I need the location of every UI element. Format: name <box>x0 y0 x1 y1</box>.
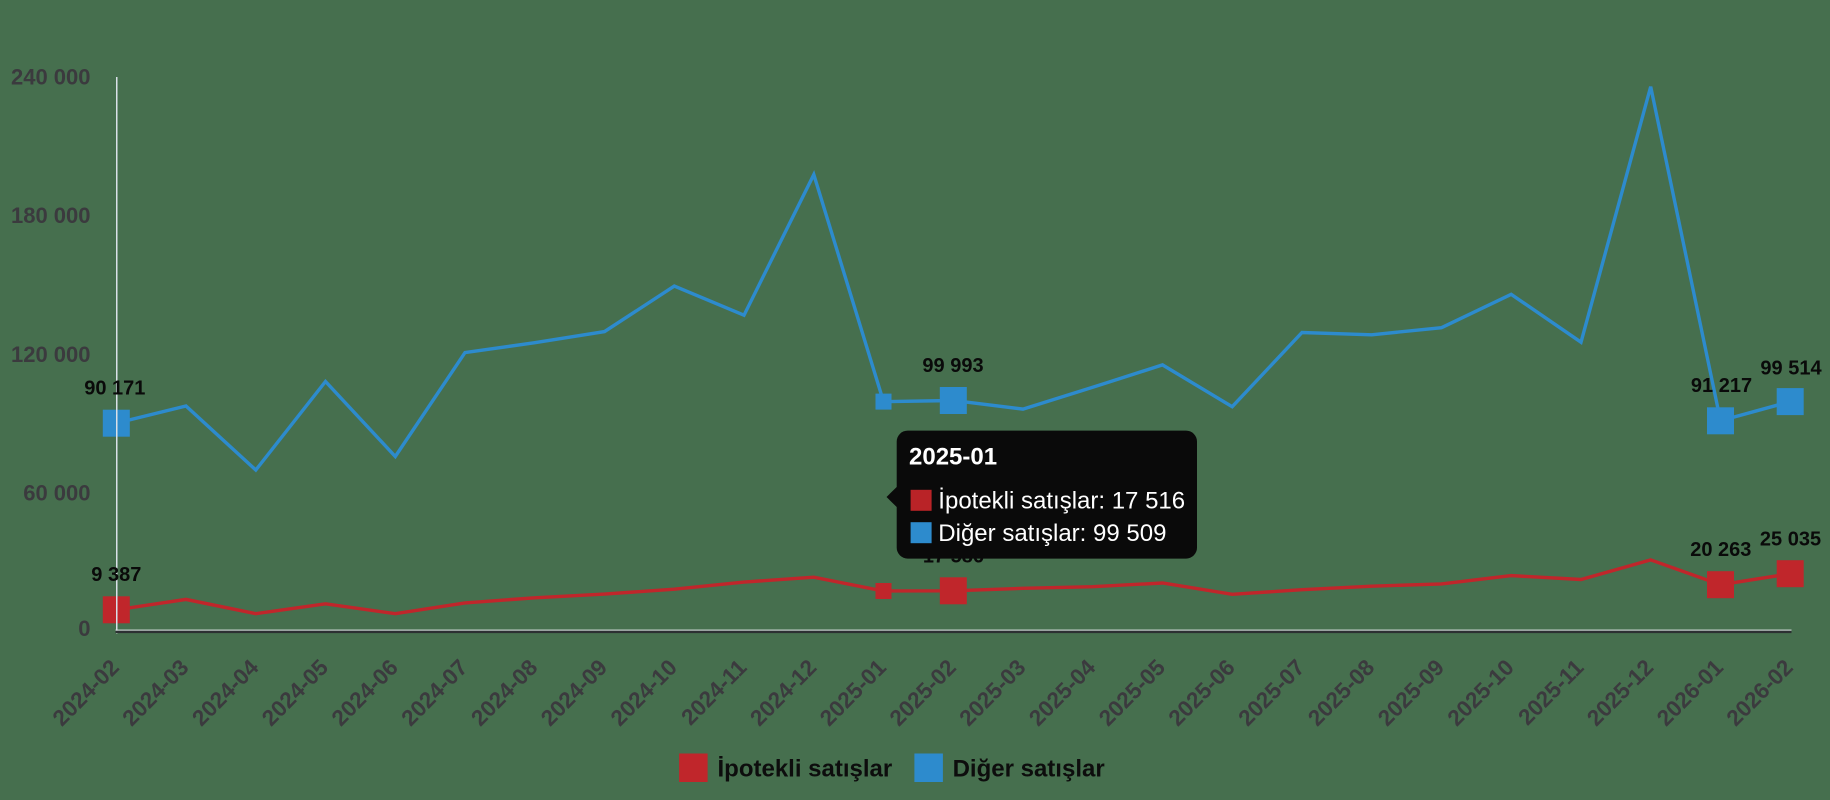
svg-text:9 387: 9 387 <box>91 564 141 586</box>
svg-text:0: 0 <box>78 616 90 641</box>
svg-text:Diğer satışlar: Diğer satışlar <box>953 756 1105 783</box>
svg-text:91 217: 91 217 <box>1691 375 1752 397</box>
svg-text:Diğer satışlar: 99 509: Diğer satışlar: 99 509 <box>938 520 1166 547</box>
svg-text:20 263: 20 263 <box>1690 539 1751 561</box>
svg-text:İpotekli satışlar: 17 516: İpotekli satışlar: 17 516 <box>938 488 1185 515</box>
svg-text:120 000: 120 000 <box>11 342 91 367</box>
svg-text:99 514: 99 514 <box>1760 357 1822 379</box>
svg-text:25 035: 25 035 <box>1760 528 1821 550</box>
svg-text:180 000: 180 000 <box>11 203 91 228</box>
svg-text:2025-01: 2025-01 <box>909 444 997 471</box>
svg-text:60 000: 60 000 <box>23 480 90 505</box>
svg-text:99 993: 99 993 <box>922 355 983 377</box>
svg-text:90 171: 90 171 <box>84 377 145 399</box>
svg-text:240 000: 240 000 <box>11 65 91 90</box>
svg-text:İpotekli satışlar: İpotekli satışlar <box>718 756 893 783</box>
